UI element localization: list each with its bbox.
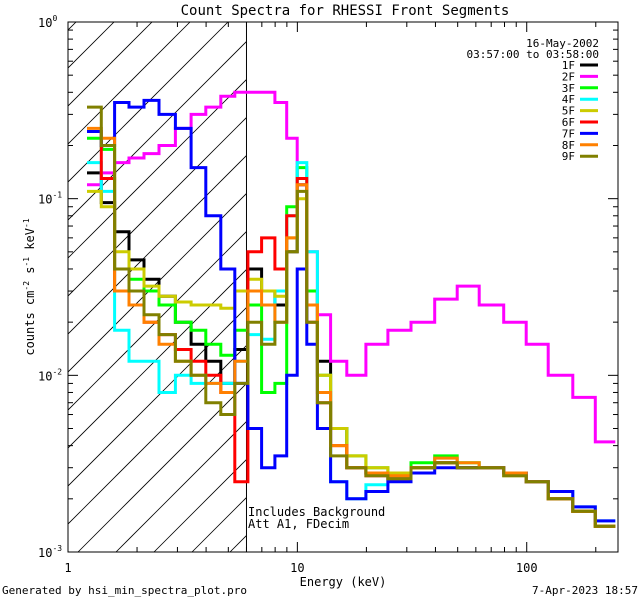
legend-label-3F: 3F — [562, 82, 575, 95]
y-tick-label: 100 — [38, 14, 57, 30]
legend-label-7F: 7F — [562, 127, 575, 140]
time-range-label: 03:57:00 to 03:58:00 — [467, 48, 599, 61]
hatch-line — [68, 22, 153, 107]
y-tick-label: 10-2 — [38, 367, 62, 383]
legend-label-1F: 1F — [562, 59, 575, 72]
hatch-line — [68, 40, 247, 221]
hatch-line — [68, 344, 247, 525]
hatch-line — [68, 78, 247, 259]
y-tick-label: 10-1 — [38, 191, 62, 207]
x-tick-label: 10 — [290, 561, 304, 575]
hatch-line — [68, 230, 247, 411]
footer-date: 7-Apr-2023 18:57 — [532, 584, 638, 597]
hatch-line — [68, 306, 247, 487]
y-tick-label: 10-3 — [38, 544, 62, 560]
legend-label-5F: 5F — [562, 105, 575, 118]
hatch-line — [68, 268, 247, 449]
hatch-line — [77, 382, 247, 552]
date-label: 16-May-2002 — [526, 37, 599, 50]
x-tick-label: 1 — [64, 561, 71, 575]
legend-label-6F: 6F — [562, 116, 575, 129]
legend-label-8F: 8F — [562, 139, 575, 152]
legend-label-2F: 2F — [562, 70, 575, 83]
hatch-line — [68, 192, 247, 373]
axis-ticks — [67, 22, 618, 553]
legend-label-9F: 9F — [562, 150, 575, 163]
hatch-line — [68, 22, 229, 183]
x-axis-title: Energy (keV) — [300, 575, 387, 589]
chart-title: Count Spectra for RHESSI Front Segments — [181, 3, 510, 19]
footer-generated-by: Generated by hsi_min_spectra_plot.pro — [2, 584, 247, 597]
hatch-line — [115, 420, 247, 552]
series-group — [87, 90, 616, 528]
plot-frame — [67, 21, 619, 553]
hatch-line — [68, 116, 247, 297]
x-tick-label: 100 — [516, 561, 538, 575]
y-axis-title: counts cm-2 s-1 keV-1 — [22, 218, 37, 355]
annotation-background: Includes Background — [248, 505, 385, 519]
series-line-9F — [87, 105, 616, 528]
legend-label-4F: 4F — [562, 93, 575, 106]
annotation-attenuator: Att A1, FDecim — [248, 517, 349, 531]
hatch-line — [68, 22, 191, 145]
axis-tick-labels: 1 10 100 100 10-1 10-2 10-3 — [38, 14, 538, 575]
